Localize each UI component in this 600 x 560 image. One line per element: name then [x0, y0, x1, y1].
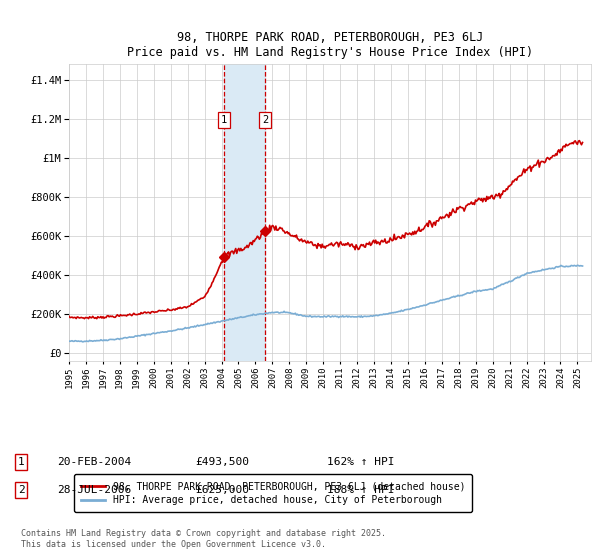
Legend: 98, THORPE PARK ROAD, PETERBOROUGH, PE3 6LJ (detached house), HPI: Average price: 98, THORPE PARK ROAD, PETERBOROUGH, PE3 …: [74, 474, 472, 512]
Text: 2: 2: [262, 115, 268, 125]
Text: 162% ↑ HPI: 162% ↑ HPI: [327, 457, 395, 467]
Text: 2: 2: [17, 485, 25, 495]
Text: Contains HM Land Registry data © Crown copyright and database right 2025.
This d: Contains HM Land Registry data © Crown c…: [21, 529, 386, 549]
Text: 20-FEB-2004: 20-FEB-2004: [57, 457, 131, 467]
Text: £493,500: £493,500: [195, 457, 249, 467]
Text: 188% ↑ HPI: 188% ↑ HPI: [327, 485, 395, 495]
Bar: [224, 64, 265, 361]
Title: 98, THORPE PARK ROAD, PETERBOROUGH, PE3 6LJ
Price paid vs. HM Land Registry's Ho: 98, THORPE PARK ROAD, PETERBOROUGH, PE3 …: [127, 31, 533, 59]
Text: 28-JUL-2006: 28-JUL-2006: [57, 485, 131, 495]
Text: 1: 1: [221, 115, 227, 125]
Text: £625,000: £625,000: [195, 485, 249, 495]
Text: 1: 1: [17, 457, 25, 467]
